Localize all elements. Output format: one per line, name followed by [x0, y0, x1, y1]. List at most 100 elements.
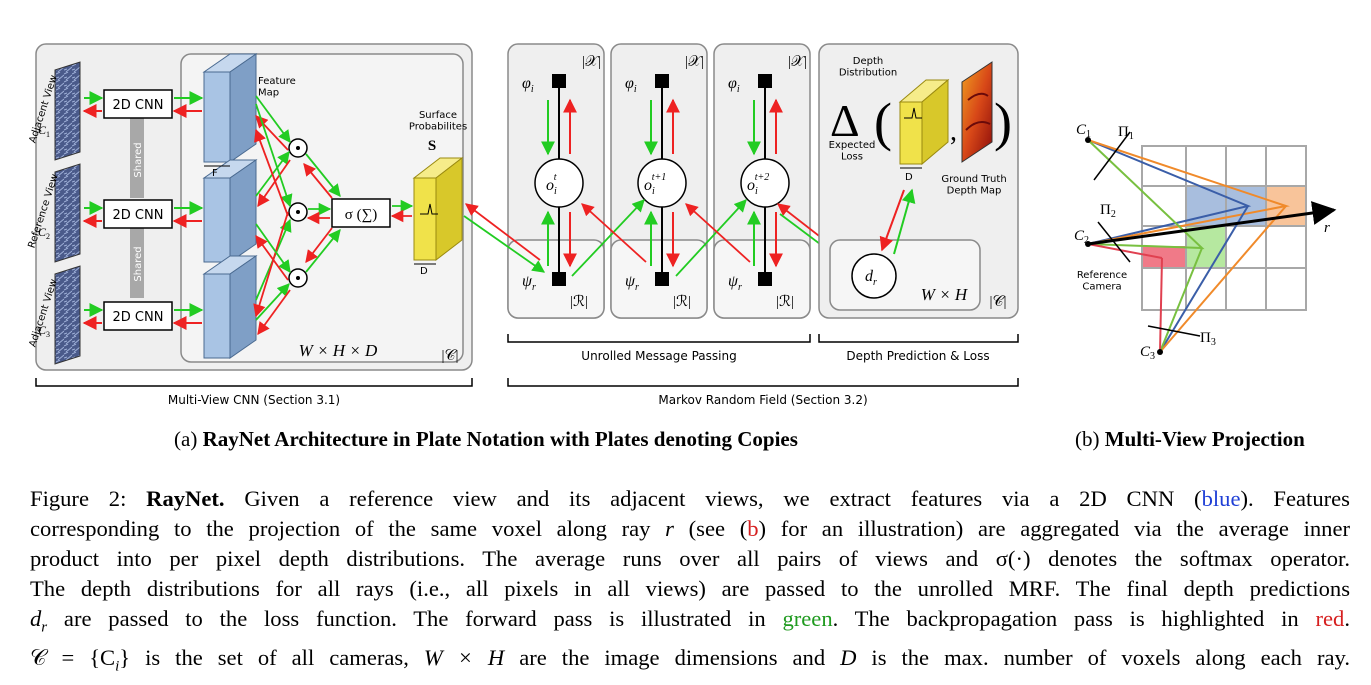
svg-text:C3: C3 [1140, 344, 1155, 362]
svg-text:dr: dr [865, 268, 877, 288]
proj-c3-label: C [1140, 344, 1151, 360]
caption-text-5a: are passed to the loss function. The for… [47, 606, 783, 631]
figure-caption: Figure 2: RayNet. Given a reference view… [30, 484, 1350, 681]
svg-text:(: ( [874, 92, 892, 152]
svg-text:oit+1: oi t+1 [644, 172, 666, 197]
d-r-label: d [865, 268, 874, 285]
cnn-box-3: 2D CNN [103, 301, 173, 331]
shared-label-1: Shared [133, 142, 144, 177]
phi-sub-1: i [531, 84, 534, 95]
caption-text-2a: corresponding to the projection of the s… [30, 516, 666, 541]
plate-c-label-1: |𝒞| [442, 348, 459, 364]
caption-ref-link[interactable]: b [747, 516, 759, 541]
feature-map-label: Feature Map [258, 76, 296, 99]
caption-dr-symbol: d [30, 606, 42, 631]
camera-c2-sub: 2 [46, 232, 50, 241]
o-sub-3: i [755, 186, 758, 197]
surface-d-label: D [420, 266, 428, 277]
plate-x-label-2: |𝒳| [685, 54, 704, 70]
feature-map-1 [202, 53, 258, 163]
svg-text:φi: φi [522, 75, 534, 95]
caption-wh-symbol: W × H [423, 644, 505, 670]
section-mrf-label: Markov Random Field (Section 3.2) [658, 393, 867, 407]
figure-diagram: Adjacent View Reference View Adjacent Vi… [26, 43, 1337, 407]
svg-text:,: , [950, 116, 957, 147]
subcaption-b-title: Multi-View Projection [1104, 427, 1305, 451]
section-bracket-unrolled: Unrolled Message Passing [507, 334, 811, 363]
o-label-3: o [747, 177, 755, 194]
psi-label-2: ψ [625, 273, 636, 290]
caption-text-1a: Given a reference view and its adjacent … [224, 486, 1202, 511]
svg-text:): ) [994, 92, 1012, 152]
svg-text:oit: oit [546, 172, 557, 197]
plate-x-label-1: |𝒳| [582, 54, 601, 70]
inner-product-node-2 [288, 202, 308, 222]
section-multiview-label: Multi-View CNN (Section 3.1) [168, 393, 340, 407]
phi-label-3: φ [728, 75, 737, 92]
depth-distribution-volume [898, 78, 950, 166]
plate-r-label-2: |ℛ| [673, 294, 691, 310]
cnn-box-2: 2D CNN [103, 199, 173, 229]
ground-truth-depth-map [961, 61, 993, 163]
psi-sub-1: r [532, 282, 536, 293]
cnn-label-3: 2D CNN [113, 310, 164, 325]
adjacent-view-image-2 [54, 265, 81, 365]
cnn-box-1: 2D CNN [103, 89, 173, 119]
camera-c2-label: C [38, 225, 47, 239]
svg-text:ψr: ψr [522, 273, 536, 293]
psi-sub-2: r [635, 282, 639, 293]
softmax-label: σ (∑) [345, 207, 378, 223]
subcaption-b-prefix: (b) [1075, 427, 1105, 451]
caption-text-2c: ) for an illustration) are aggregated vi… [758, 516, 1350, 541]
svg-text:C1: C1 [1076, 122, 1091, 140]
mrf-column-2: |𝒳| φi oit+1 ψr |ℛ| [625, 54, 704, 310]
o-sup-1: t [554, 172, 557, 183]
proj-ray-label: r [1324, 220, 1330, 236]
depth-distribution-label: Depth Distribution [839, 56, 897, 79]
phi-sub-2: i [634, 84, 637, 95]
svg-text:oit+2: oi t+2 [747, 172, 769, 197]
svg-text:C3: C3 [38, 323, 50, 339]
svg-text:C1: C1 [38, 123, 50, 139]
mrf-column-1: |𝒳| φi oit ψr |ℛ| [522, 54, 601, 310]
o-sub-2: i [652, 186, 655, 197]
plate-x-label-3: |𝒳| [788, 54, 807, 70]
proj-c2-sub: 2 [1084, 235, 1089, 246]
feature-map-2 [202, 159, 258, 263]
caption-dr-sub: r [41, 619, 48, 636]
caption-text-5c: . [1344, 606, 1350, 631]
s-label: S [428, 138, 436, 154]
o-sup-2: t+1 [652, 172, 667, 183]
plate-c-label-2: |𝒞| [990, 294, 1007, 310]
caption-line-1: Figure 2: RayNet. Given a reference view… [30, 484, 1350, 514]
proj-reference-camera-label: Reference Camera [1077, 270, 1127, 293]
phi-label-1: φ [522, 75, 531, 92]
caption-text-2b: (see ( [673, 516, 748, 541]
svg-text:Π1: Π1 [1118, 124, 1134, 142]
unrolled-label: Unrolled Message Passing [581, 349, 736, 363]
caption-text-4: The depth distributions for all rays (i.… [30, 576, 1350, 601]
depth-d-label: D [905, 172, 913, 183]
subcaption-a-title: RayNet Architecture in Plate Notation wi… [202, 427, 798, 451]
reference-view-image [54, 163, 81, 263]
shared-bar-2 [130, 228, 144, 298]
depth-section-label: Depth Prediction & Loss [846, 349, 989, 363]
caption-line-2: corresponding to the projection of the s… [30, 514, 1350, 544]
psi-sub-3: r [738, 282, 742, 293]
adjacent-view-image-1 [54, 61, 81, 161]
caption-figure-number: Figure 2: [30, 486, 147, 511]
cnn-label-2: 2D CNN [113, 208, 164, 223]
softmax-box: σ (∑) [331, 198, 391, 228]
camera-c3-label: C [38, 323, 47, 337]
inner-product-node-3 [288, 268, 308, 288]
d-r-sub: r [873, 277, 877, 288]
shared-bar-1 [130, 118, 144, 198]
caption-ray-symbol: r [665, 516, 674, 541]
caption-red-word: red [1315, 606, 1345, 631]
plate-multiview-cnn: Adjacent View Reference View Adjacent Vi… [26, 43, 473, 371]
wh-label: W × H [921, 285, 969, 304]
whd-label: W × H × D [299, 341, 378, 360]
proj-pi2-label: Π [1100, 202, 1111, 218]
